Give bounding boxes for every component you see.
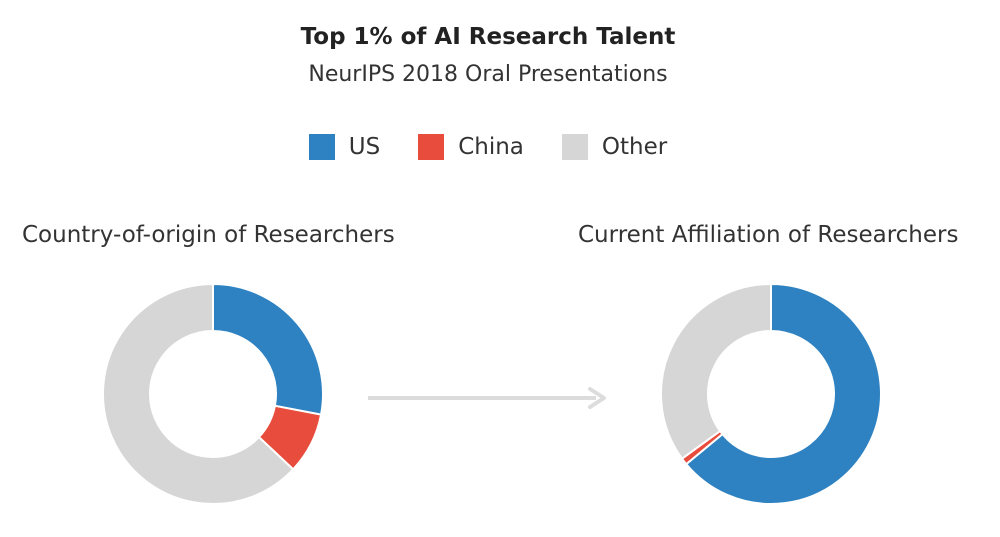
flow-arrow (368, 387, 606, 409)
legend-item-other: Other (561, 134, 668, 160)
legend-label-us: US (348, 134, 381, 160)
legend-label-other: Other (601, 134, 668, 160)
left-chart-title: Country-of-origin of Researchers (22, 222, 395, 248)
chart-title: Top 1% of AI Research Talent (300, 24, 676, 50)
chart-subtitle: NeurIPS 2018 Oral Presentations (308, 62, 668, 87)
affiliation-slice-us (684, 282, 882, 505)
donut-chart-origin (102, 282, 324, 505)
origin-slice-us (212, 282, 324, 416)
legend-item-us: US (308, 134, 381, 160)
legend-swatch-china (418, 134, 445, 160)
legend-swatch-other (561, 134, 588, 160)
donut-chart-affiliation (660, 282, 882, 505)
affiliation-slice-other (660, 282, 772, 461)
legend-item-china: China (418, 134, 524, 160)
legend-swatch-us (308, 134, 335, 160)
legend-label-china: China (458, 134, 524, 160)
arrow-head-icon (588, 387, 606, 409)
right-chart-title: Current Affiliation of Researchers (578, 222, 959, 248)
legend: US China Other (0, 134, 976, 160)
origin-slice-other (102, 282, 295, 505)
